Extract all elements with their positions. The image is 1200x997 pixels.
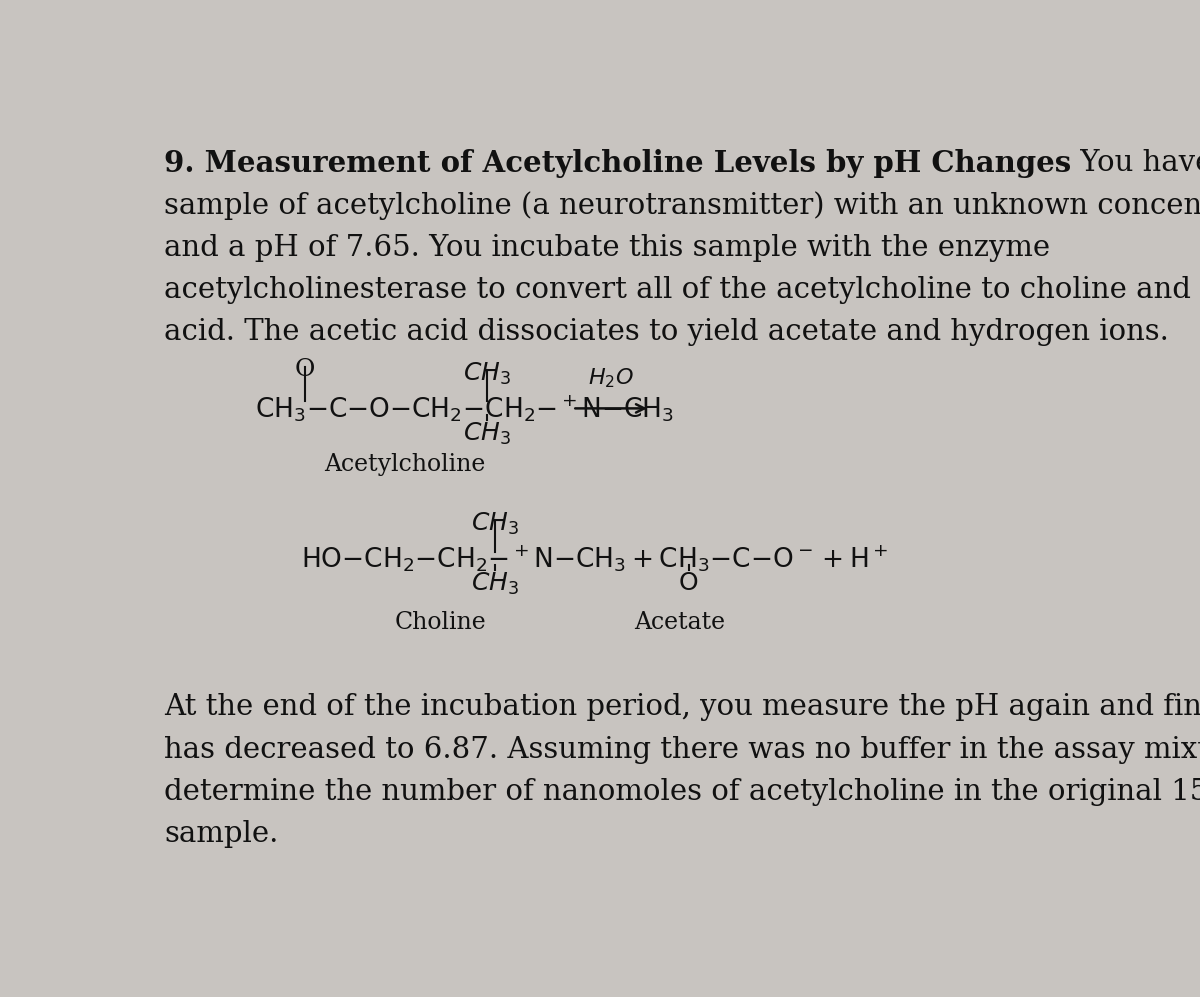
Text: At the end of the incubation period, you measure the pH again and find that it: At the end of the incubation period, you… bbox=[164, 693, 1200, 721]
Text: sample of acetylcholine (a neurotransmitter) with an unknown concentration: sample of acetylcholine (a neurotransmit… bbox=[164, 191, 1200, 220]
Text: determine the number of nanomoles of acetylcholine in the original 15 mL: determine the number of nanomoles of ace… bbox=[164, 778, 1200, 806]
Text: acetylcholinesterase to convert all of the acetylcholine to choline and acetic: acetylcholinesterase to convert all of t… bbox=[164, 276, 1200, 304]
Text: Acetate: Acetate bbox=[635, 611, 726, 634]
Text: 9. Measurement of Acetylcholine Levels by pH Changes: 9. Measurement of Acetylcholine Levels b… bbox=[164, 149, 1072, 177]
Text: $\mathregular{HO{-}CH_2{-}CH_2{-}^+N{-}CH_3 + CH_3{-}C{-}O^- + H^+}$: $\mathregular{HO{-}CH_2{-}CH_2{-}^+N{-}C… bbox=[301, 543, 889, 574]
Text: has decreased to 6.87. Assuming there was no buffer in the assay mixture,: has decreased to 6.87. Assuming there wa… bbox=[164, 736, 1200, 764]
Text: Choline: Choline bbox=[394, 611, 486, 634]
Text: O: O bbox=[679, 571, 698, 595]
Text: You have a 15 mL: You have a 15 mL bbox=[1072, 149, 1200, 176]
Text: and a pH of 7.65. You incubate this sample with the enzyme: and a pH of 7.65. You incubate this samp… bbox=[164, 233, 1050, 261]
Text: $CH_3$: $CH_3$ bbox=[463, 421, 511, 447]
Text: $CH_3$: $CH_3$ bbox=[463, 361, 511, 387]
Text: acid. The acetic acid dissociates to yield acetate and hydrogen ions.: acid. The acetic acid dissociates to yie… bbox=[164, 318, 1169, 346]
Text: Acetylcholine: Acetylcholine bbox=[324, 453, 486, 476]
Text: O: O bbox=[295, 358, 316, 381]
Text: $CH_3$: $CH_3$ bbox=[470, 571, 518, 597]
Text: $CH_3$: $CH_3$ bbox=[470, 510, 518, 537]
Text: sample.: sample. bbox=[164, 821, 278, 848]
Text: $\mathregular{CH_3{-}C{-}O{-}CH_2{-}CH_2{-}^+N{-}CH_3}$: $\mathregular{CH_3{-}C{-}O{-}CH_2{-}CH_2… bbox=[254, 393, 673, 424]
Text: $H_2O$: $H_2O$ bbox=[588, 366, 634, 390]
